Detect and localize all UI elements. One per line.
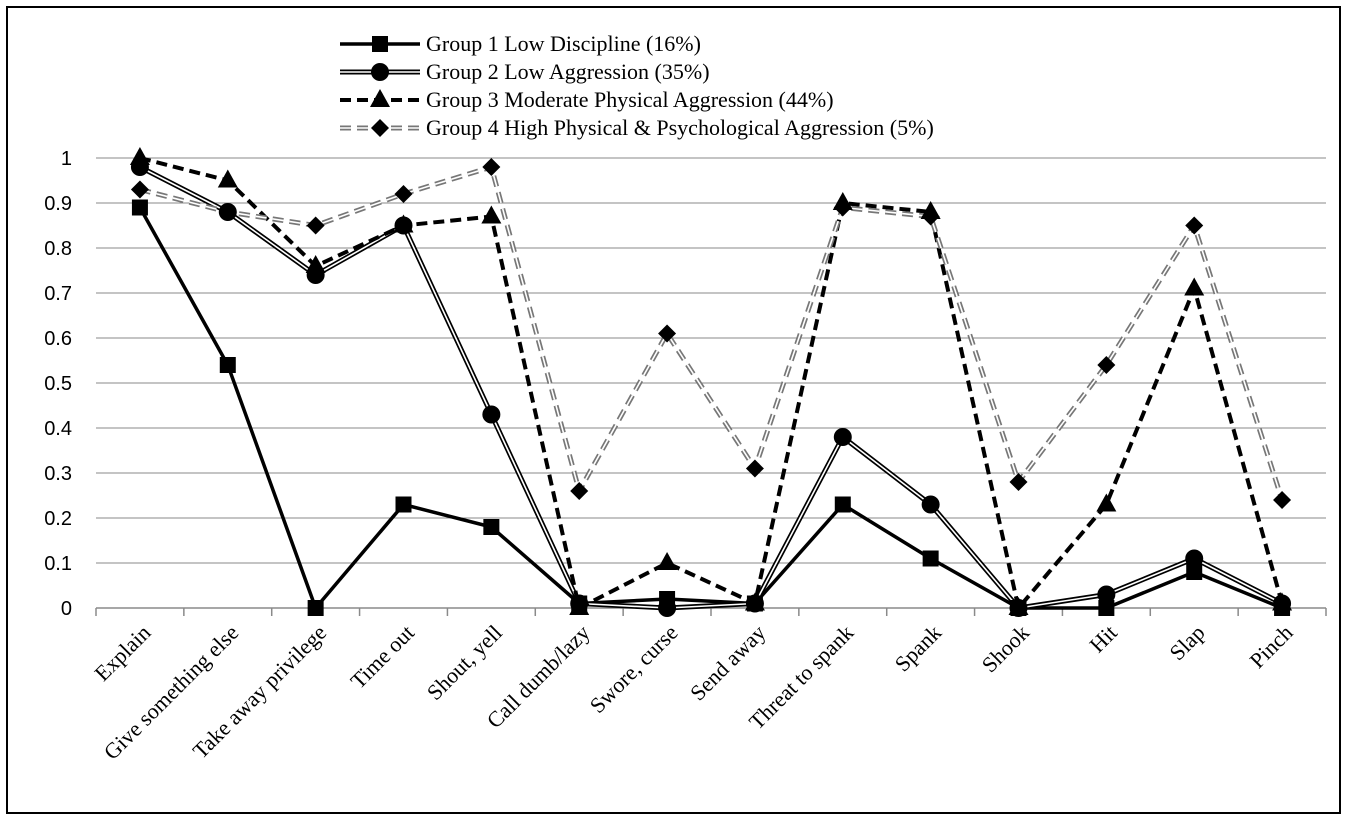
data-point bbox=[658, 599, 677, 617]
data-point bbox=[833, 198, 852, 217]
legend-item-3: Group 3 Moderate Physical Aggression (44… bbox=[340, 87, 834, 112]
data-point bbox=[1097, 356, 1116, 374]
data-point bbox=[1008, 597, 1029, 615]
series-markers bbox=[129, 147, 1293, 617]
data-point bbox=[922, 550, 939, 567]
series-lines bbox=[138, 156, 1285, 613]
x-tick-label: Pinch bbox=[1244, 620, 1297, 673]
series-line-1 bbox=[138, 206, 1283, 610]
legend-marker bbox=[371, 119, 389, 137]
y-tick-label: 0.9 bbox=[44, 193, 72, 215]
x-tick-label: Shook bbox=[977, 620, 1034, 677]
data-point bbox=[745, 459, 764, 478]
data-point bbox=[393, 214, 414, 233]
legend-marker bbox=[372, 36, 388, 52]
series-markers-1 bbox=[131, 199, 1291, 616]
legend-item-2: Group 2 Low Aggression (35%) bbox=[340, 59, 710, 84]
data-point bbox=[483, 519, 500, 535]
series-line-group-4 bbox=[139, 163, 1285, 501]
data-point bbox=[394, 185, 413, 203]
data-point bbox=[395, 496, 412, 513]
legend: Group 1 Low Discipline (16%) Group 2 Low … bbox=[340, 31, 934, 140]
data-point bbox=[306, 216, 325, 235]
data-point bbox=[1098, 600, 1115, 616]
data-point bbox=[218, 203, 237, 221]
y-tick-label: 1 bbox=[61, 148, 72, 170]
series-line-group-3 bbox=[139, 156, 1284, 613]
data-point bbox=[1273, 491, 1292, 509]
data-point bbox=[1185, 216, 1204, 235]
x-tick-label: Swore, curse bbox=[585, 620, 683, 718]
y-tick-label: 0.6 bbox=[44, 328, 72, 350]
data-point bbox=[744, 592, 765, 611]
y-tick-label: 0.1 bbox=[44, 553, 72, 575]
data-point bbox=[1186, 564, 1203, 580]
data-point bbox=[1272, 592, 1293, 611]
legend-item-1: Group 1 Low Discipline (16%) bbox=[340, 31, 701, 56]
legend-label: Group 3 Moderate Physical Aggression (44… bbox=[426, 87, 834, 112]
x-tick-label: Hit bbox=[1084, 620, 1122, 658]
y-tick-label: 0.2 bbox=[44, 508, 72, 530]
x-tick-label: Time out bbox=[345, 620, 419, 694]
series-line-4 bbox=[139, 163, 1285, 501]
series-markers-4 bbox=[130, 158, 1292, 509]
legend-label: Group 2 Low Aggression (35%) bbox=[426, 59, 710, 84]
data-point bbox=[921, 495, 940, 514]
y-tick-label: 0 bbox=[61, 598, 72, 620]
data-point bbox=[1009, 473, 1028, 491]
legend-marker bbox=[371, 63, 389, 81]
y-tick-label: 0.8 bbox=[44, 238, 72, 260]
series-line-2 bbox=[138, 164, 1284, 611]
series-line-3 bbox=[139, 156, 1284, 613]
data-point bbox=[219, 357, 236, 373]
y-tick-label: 0.4 bbox=[44, 418, 72, 440]
data-point bbox=[570, 482, 589, 500]
data-point bbox=[217, 169, 238, 188]
data-point bbox=[131, 199, 148, 216]
data-point bbox=[833, 428, 852, 446]
x-tick-label: Slap bbox=[1164, 620, 1209, 665]
data-point bbox=[658, 324, 677, 343]
legend-item-4: Group 4 High Physical & Psychological Ag… bbox=[340, 115, 934, 140]
series-line-4-inner bbox=[139, 165, 1283, 501]
data-point bbox=[1096, 493, 1117, 512]
data-point bbox=[482, 405, 501, 424]
legend-label: Group 4 High Physical & Psychological Ag… bbox=[426, 115, 934, 140]
series-line-2-inner bbox=[139, 166, 1283, 609]
data-point bbox=[1097, 585, 1116, 604]
data-point bbox=[482, 158, 501, 176]
data-point bbox=[921, 207, 940, 226]
data-point bbox=[130, 180, 149, 199]
x-tick-label: Shout, yell bbox=[422, 620, 507, 705]
data-point bbox=[305, 255, 326, 273]
series-markers-3 bbox=[129, 147, 1293, 615]
y-tick-label: 0.7 bbox=[44, 283, 72, 305]
x-tick-label: Explain bbox=[89, 620, 155, 686]
y-axis-ticks: 0 0.1 0.2 0.3 0.4 0.5 0.6 0.7 0.8 0.9 1 bbox=[44, 148, 72, 620]
data-point bbox=[129, 147, 150, 165]
data-point bbox=[481, 205, 502, 224]
series-line-group-2 bbox=[138, 164, 1284, 611]
y-tick-label: 0.3 bbox=[44, 463, 72, 485]
data-point bbox=[834, 496, 851, 513]
legend-label: Group 1 Low Discipline (16%) bbox=[426, 31, 701, 56]
data-point bbox=[307, 600, 324, 616]
x-axis bbox=[95, 607, 1327, 616]
series-markers-2 bbox=[130, 158, 1292, 617]
data-point bbox=[569, 597, 590, 615]
x-tick-label: Spank bbox=[890, 620, 947, 677]
x-tick-label: Send away bbox=[685, 620, 771, 706]
legend-marker bbox=[370, 89, 390, 107]
y-tick-label: 0.5 bbox=[44, 373, 72, 395]
data-point bbox=[1184, 277, 1205, 296]
chart-frame bbox=[6, 6, 1341, 814]
series-line-group-1 bbox=[138, 206, 1283, 610]
data-point bbox=[1185, 549, 1204, 568]
data-point bbox=[657, 552, 678, 570]
